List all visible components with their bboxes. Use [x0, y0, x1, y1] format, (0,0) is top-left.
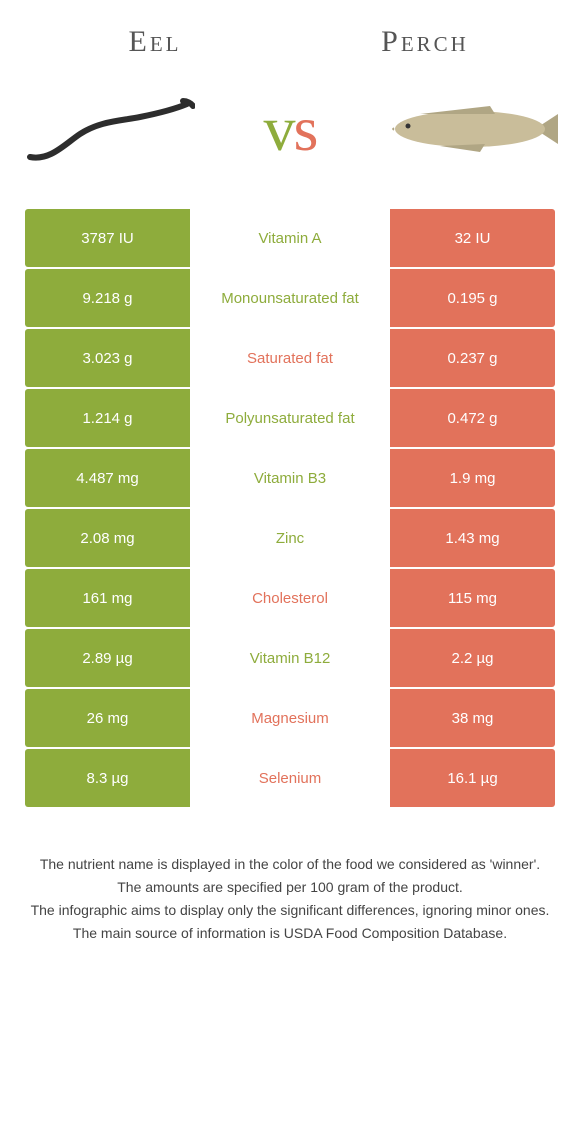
vs-label: vs	[264, 92, 317, 166]
hero-row: vs	[0, 69, 580, 209]
left-value: 3787 IU	[25, 209, 190, 267]
left-value: 161 mg	[25, 569, 190, 627]
right-value: 38 mg	[390, 689, 555, 747]
nutrient-label: Vitamin B3	[190, 449, 390, 507]
nutrient-label: Magnesium	[190, 689, 390, 747]
nutrient-label: Vitamin B12	[190, 629, 390, 687]
footer-line: The main source of information is USDA F…	[25, 923, 555, 944]
table-row: 1.214 gPolyunsaturated fat0.472 g	[25, 389, 555, 447]
footer-line: The amounts are specified per 100 gram o…	[25, 877, 555, 898]
left-value: 9.218 g	[25, 269, 190, 327]
table-row: 3787 IUVitamin A32 IU	[25, 209, 555, 267]
right-value: 0.472 g	[390, 389, 555, 447]
footer-line: The infographic aims to display only the…	[25, 900, 555, 921]
eel-image	[20, 79, 200, 179]
left-value: 2.08 mg	[25, 509, 190, 567]
right-value: 0.195 g	[390, 269, 555, 327]
left-value: 1.214 g	[25, 389, 190, 447]
right-value: 115 mg	[390, 569, 555, 627]
nutrient-label: Monounsaturated fat	[190, 269, 390, 327]
nutrient-label: Zinc	[190, 509, 390, 567]
table-row: 3.023 gSaturated fat0.237 g	[25, 329, 555, 387]
nutrient-label: Polyunsaturated fat	[190, 389, 390, 447]
right-value: 16.1 µg	[390, 749, 555, 807]
header: Eel Perch	[0, 0, 580, 69]
right-value: 32 IU	[390, 209, 555, 267]
table-row: 9.218 gMonounsaturated fat0.195 g	[25, 269, 555, 327]
table-row: 161 mgCholesterol115 mg	[25, 569, 555, 627]
vs-s: s	[294, 93, 317, 164]
nutrient-label: Cholesterol	[190, 569, 390, 627]
right-value: 2.2 µg	[390, 629, 555, 687]
table-row: 2.08 mgZinc1.43 mg	[25, 509, 555, 567]
nutrient-label: Selenium	[190, 749, 390, 807]
table-row: 26 mgMagnesium38 mg	[25, 689, 555, 747]
comparison-table: 3787 IUVitamin A32 IU9.218 gMonounsatura…	[0, 209, 580, 807]
table-row: 2.89 µgVitamin B122.2 µg	[25, 629, 555, 687]
footer-line: The nutrient name is displayed in the co…	[25, 854, 555, 875]
left-value: 26 mg	[25, 689, 190, 747]
right-title: Perch	[325, 25, 525, 59]
table-row: 4.487 mgVitamin B31.9 mg	[25, 449, 555, 507]
nutrient-label: Saturated fat	[190, 329, 390, 387]
perch-image	[380, 79, 560, 179]
right-value: 0.237 g	[390, 329, 555, 387]
perch-icon	[380, 94, 560, 164]
left-value: 8.3 µg	[25, 749, 190, 807]
left-value: 3.023 g	[25, 329, 190, 387]
left-title: Eel	[55, 25, 255, 59]
right-value: 1.9 mg	[390, 449, 555, 507]
footer-notes: The nutrient name is displayed in the co…	[0, 809, 580, 944]
left-value: 4.487 mg	[25, 449, 190, 507]
nutrient-label: Vitamin A	[190, 209, 390, 267]
table-row: 8.3 µgSelenium16.1 µg	[25, 749, 555, 807]
left-value: 2.89 µg	[25, 629, 190, 687]
eel-icon	[25, 89, 195, 169]
vs-v: v	[264, 93, 294, 164]
right-value: 1.43 mg	[390, 509, 555, 567]
